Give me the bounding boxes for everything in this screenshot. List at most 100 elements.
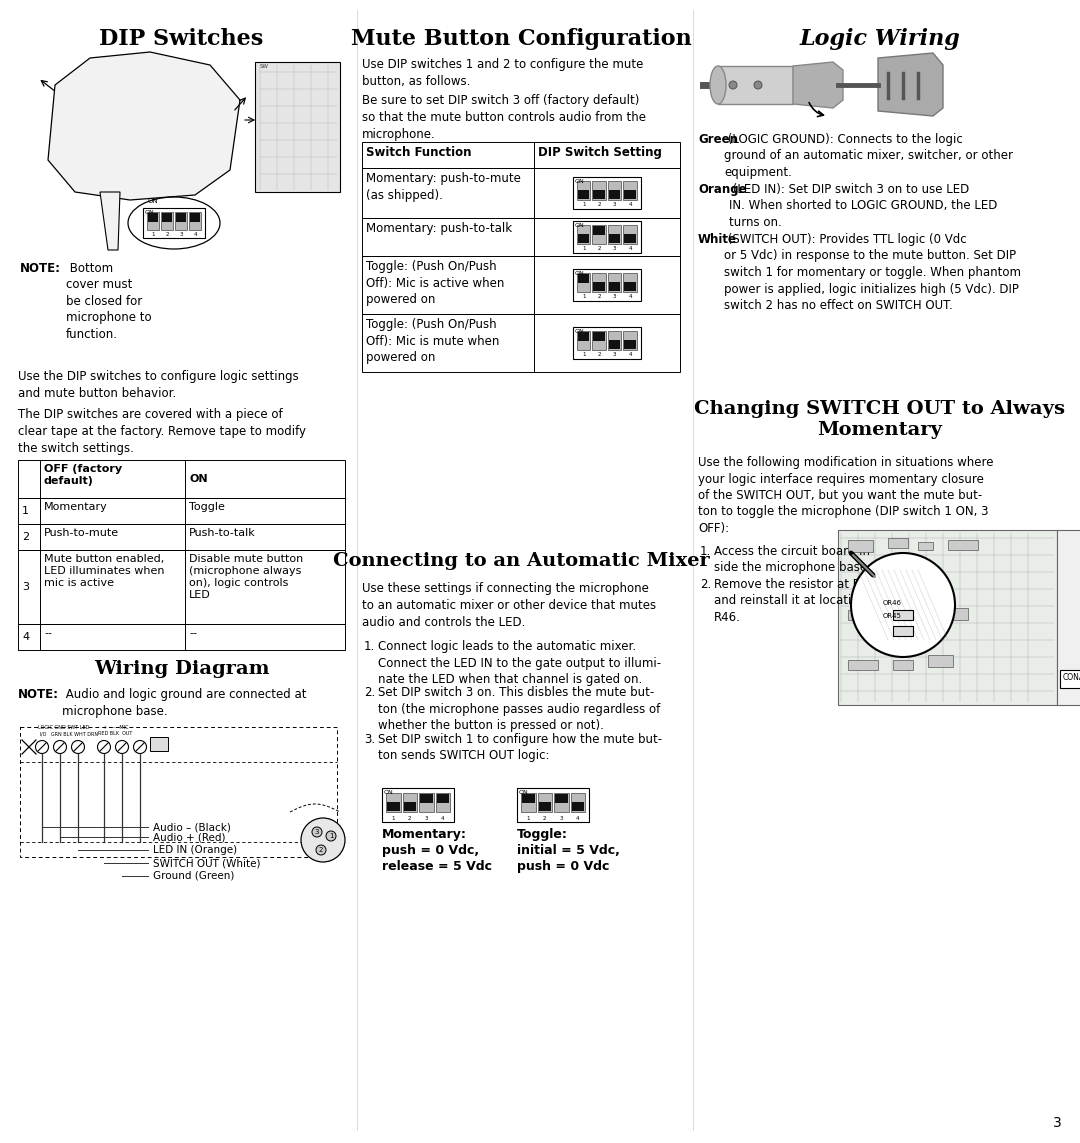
- Circle shape: [134, 741, 147, 753]
- Text: LED IN (Orange): LED IN (Orange): [153, 845, 238, 855]
- Text: ON: ON: [575, 179, 584, 184]
- Bar: [928, 655, 953, 668]
- Text: 4: 4: [629, 295, 632, 299]
- Circle shape: [36, 741, 49, 753]
- Text: 2: 2: [597, 295, 600, 299]
- Text: 3: 3: [179, 232, 183, 237]
- Bar: [572, 327, 640, 359]
- Bar: [623, 273, 637, 293]
- Text: White: White: [698, 233, 737, 246]
- Bar: [918, 610, 933, 620]
- Bar: [435, 793, 450, 813]
- Bar: [175, 213, 187, 230]
- Bar: [609, 190, 620, 199]
- Text: Changing SWITCH OUT to Always
Momentary: Changing SWITCH OUT to Always Momentary: [694, 400, 1066, 439]
- Text: 1: 1: [582, 295, 585, 299]
- Text: 3: 3: [314, 829, 320, 836]
- Text: OR46: OR46: [883, 600, 902, 606]
- Text: SW: SW: [260, 64, 269, 69]
- Bar: [161, 213, 173, 230]
- Bar: [18, 624, 345, 650]
- Text: NOTE:: NOTE:: [18, 688, 59, 701]
- Bar: [608, 225, 621, 245]
- Bar: [18, 498, 345, 523]
- Text: 1: 1: [391, 815, 395, 821]
- Text: ON: ON: [189, 474, 207, 483]
- Bar: [420, 793, 432, 804]
- Bar: [577, 331, 591, 350]
- Circle shape: [54, 741, 67, 753]
- Bar: [190, 214, 200, 222]
- Bar: [147, 213, 159, 230]
- Bar: [386, 793, 401, 813]
- Text: 1: 1: [328, 833, 334, 839]
- Bar: [608, 182, 621, 200]
- Bar: [419, 793, 433, 813]
- Text: Be sure to set DIP switch 3 off (factory default)
so that the mute button contro: Be sure to set DIP switch 3 off (factory…: [362, 94, 646, 141]
- Text: LOGIC GND SWT LED: LOGIC GND SWT LED: [38, 725, 90, 730]
- Bar: [888, 538, 908, 547]
- Bar: [577, 273, 591, 293]
- Text: ON: ON: [575, 271, 584, 275]
- Text: ON: ON: [519, 790, 529, 796]
- Text: 2: 2: [597, 247, 600, 251]
- Text: ON: ON: [575, 329, 584, 334]
- Text: 1: 1: [151, 232, 154, 237]
- Bar: [609, 341, 620, 349]
- Text: 1: 1: [582, 202, 585, 208]
- Circle shape: [851, 553, 955, 657]
- Circle shape: [729, 81, 737, 89]
- Text: 3: 3: [559, 815, 563, 821]
- Bar: [577, 225, 591, 245]
- Text: I/O   GRN BLK WHT DRN: I/O GRN BLK WHT DRN: [38, 732, 98, 736]
- Text: DIP Switch Setting: DIP Switch Setting: [538, 146, 662, 159]
- Circle shape: [754, 81, 762, 89]
- Text: (SWITCH OUT): Provides TTL logic (0 Vdc
or 5 Vdc) in response to the mute button: (SWITCH OUT): Provides TTL logic (0 Vdc …: [724, 233, 1021, 312]
- Text: Toggle: Toggle: [189, 502, 225, 512]
- Bar: [609, 234, 620, 243]
- Text: 1: 1: [527, 815, 530, 821]
- Text: (LED IN): Set DIP switch 3 on to use LED
IN. When shorted to LOGIC GROUND, the L: (LED IN): Set DIP switch 3 on to use LED…: [729, 183, 998, 229]
- Bar: [572, 221, 640, 253]
- Text: 4: 4: [629, 352, 632, 358]
- Bar: [718, 66, 793, 104]
- Text: 4: 4: [193, 232, 197, 237]
- Bar: [893, 660, 913, 670]
- Bar: [848, 539, 873, 552]
- Text: ON: ON: [145, 210, 154, 215]
- Text: ON: ON: [148, 198, 159, 203]
- Bar: [555, 793, 567, 804]
- Text: Disable mute button
(microphone always
on), logic controls
LED: Disable mute button (microphone always o…: [189, 554, 303, 600]
- Bar: [593, 226, 605, 235]
- Bar: [176, 214, 186, 222]
- Bar: [592, 273, 606, 293]
- Bar: [362, 142, 680, 168]
- Text: RED BLK  OUT: RED BLK OUT: [98, 732, 133, 736]
- Bar: [143, 208, 205, 238]
- Bar: [521, 793, 536, 813]
- Text: Mute Button Configuration: Mute Button Configuration: [351, 27, 691, 50]
- Text: 1.: 1.: [700, 545, 712, 558]
- Bar: [578, 274, 590, 283]
- Text: Set DIP switch 1 to configure how the mute but-
ton sends SWITCH OUT logic:: Set DIP switch 1 to configure how the mu…: [378, 733, 662, 762]
- Bar: [148, 214, 158, 222]
- Bar: [592, 225, 606, 245]
- Bar: [255, 62, 340, 192]
- Bar: [189, 213, 201, 230]
- Text: Momentary:
push = 0 Vdc,
release = 5 Vdc: Momentary: push = 0 Vdc, release = 5 Vdc: [382, 828, 492, 873]
- Bar: [593, 282, 605, 291]
- Text: 2: 2: [408, 815, 411, 821]
- Text: Audio – (Black): Audio – (Black): [153, 822, 231, 832]
- Text: Switch Function: Switch Function: [366, 146, 472, 159]
- Bar: [382, 788, 454, 822]
- Bar: [592, 182, 606, 200]
- Text: Set DIP switch 3 on. This disbles the mute but-
ton (the microphone passes audio: Set DIP switch 3 on. This disbles the mu…: [378, 687, 660, 733]
- Text: Use the following modification in situations where
your logic interface requires: Use the following modification in situat…: [698, 456, 994, 535]
- Text: Toggle:
initial = 5 Vdc,
push = 0 Vdc: Toggle: initial = 5 Vdc, push = 0 Vdc: [517, 828, 620, 873]
- Text: Push-to-talk: Push-to-talk: [189, 528, 256, 538]
- Circle shape: [326, 831, 336, 841]
- Text: 3: 3: [22, 582, 29, 592]
- Text: ON: ON: [384, 790, 394, 796]
- Bar: [571, 802, 584, 812]
- Text: NOTE:: NOTE:: [21, 262, 60, 275]
